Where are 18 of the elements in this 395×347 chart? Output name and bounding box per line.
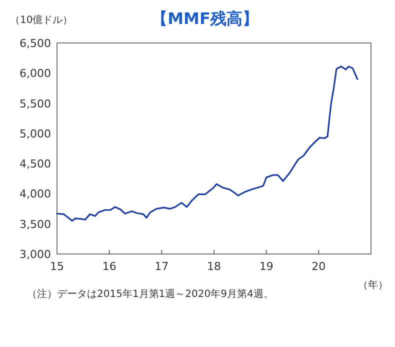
y-tick-label: 4,500 — [20, 158, 51, 171]
chart-title: 【MMF残高】 — [152, 9, 258, 28]
y-tick-label: 6,500 — [20, 37, 51, 50]
x-tick-label: 19 — [259, 260, 274, 273]
y-tick-label: 3,500 — [20, 218, 51, 231]
x-tick-label: 15 — [50, 260, 64, 273]
x-axis-title: （年） — [358, 279, 388, 291]
x-tick-label: 18 — [207, 260, 221, 273]
y-tick-label: 5,500 — [20, 97, 51, 110]
text: （注）データは2015年1月第1週～2020年9月第4週。 — [27, 288, 274, 300]
x-tick-label: 16 — [102, 260, 116, 273]
x-tick-label: 17 — [154, 260, 169, 273]
y-tick-label: 6,000 — [20, 67, 51, 80]
y-tick-label: 3,000 — [20, 248, 51, 261]
y-axis-title: （10億ドル） — [10, 14, 73, 26]
y-tick-label: 4,000 — [20, 188, 51, 201]
y-tick-label: 5,000 — [20, 127, 51, 140]
x-tick-label: 20 — [312, 260, 326, 273]
